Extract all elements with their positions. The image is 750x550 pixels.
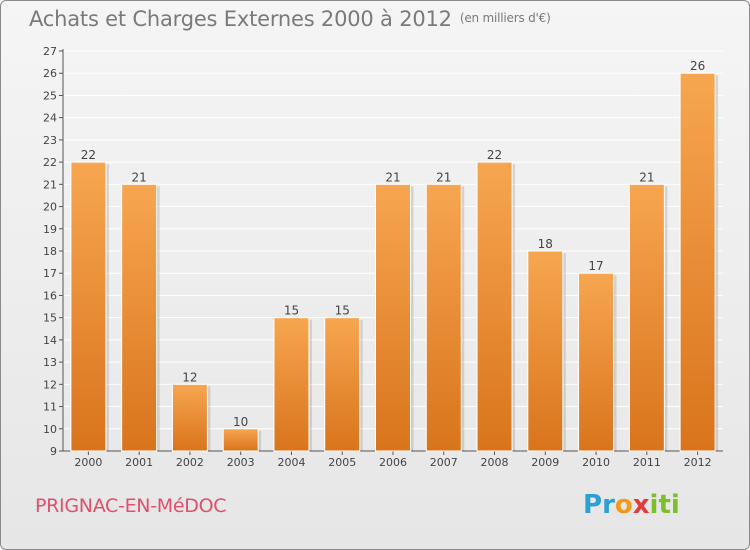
x-tick-label: 2011 <box>633 456 661 469</box>
data-label: 26 <box>690 59 705 73</box>
y-tick-label: 15 <box>43 312 57 325</box>
y-tick-label: 20 <box>43 201 57 214</box>
data-label: 22 <box>81 148 96 162</box>
bar-2000 <box>70 161 107 452</box>
logo-letter: P <box>583 490 603 520</box>
logo-letter: t <box>658 490 671 520</box>
bar-2011 <box>628 183 665 452</box>
x-tick-labels: 2000 2001 2002 2003 2004 2005 2006 2007 2008 2009… <box>74 456 711 469</box>
logo-letter: r <box>602 490 615 520</box>
x-tick-label: 2006 <box>379 456 407 469</box>
proxiti-logo: Proxiti <box>583 490 680 520</box>
y-tick-label: 26 <box>43 67 57 80</box>
logo-letter: i <box>670 490 680 520</box>
x-tick-label: 2012 <box>684 456 712 469</box>
x-tick-label: 2004 <box>277 456 305 469</box>
x-tick-label: 2001 <box>125 456 153 469</box>
x-tick-label: 2008 <box>481 456 509 469</box>
bar-2005 <box>324 317 361 452</box>
chart-unit-note: (en milliers d'€) <box>459 11 551 25</box>
commune-name: PRIGNAC-EN-MéDOC <box>35 495 227 517</box>
bar-2001 <box>121 183 158 452</box>
x-tick-label: 2002 <box>176 456 204 469</box>
y-tick-label: 16 <box>43 289 57 302</box>
bar-2006 <box>375 183 411 452</box>
x-tick-label: 2007 <box>430 456 458 469</box>
chart-title: Achats et Charges Externes 2000 à 2012 (e… <box>29 7 551 31</box>
x-tick-label: 2000 <box>74 456 102 469</box>
logo-letter: x <box>632 490 650 520</box>
y-tick-label: 24 <box>43 112 57 125</box>
y-tick-labels: 9 10 11 12 13 14 15 16 17 18 19 20 21 22 23 24 25 26 27 <box>43 45 57 458</box>
logo-letter: i <box>649 490 659 520</box>
y-tick-label: 14 <box>43 334 57 347</box>
data-label: 18 <box>538 237 553 251</box>
y-tick-label: 27 <box>43 45 57 58</box>
data-label: 21 <box>385 170 400 184</box>
x-tick-label: 2005 <box>328 456 356 469</box>
bar-2004 <box>273 317 310 452</box>
chart-title-text: Achats et Charges Externes 2000 à 2012 <box>29 7 452 31</box>
y-tick-label: 13 <box>43 356 57 369</box>
y-tick-label: 18 <box>43 245 57 258</box>
y-tick-label: 12 <box>43 378 57 391</box>
y-tick-label: 22 <box>43 156 57 169</box>
bar-2003 <box>222 428 259 452</box>
y-tick-label: 23 <box>43 134 57 147</box>
bar-2009 <box>527 250 564 452</box>
y-tick-label: 11 <box>43 401 57 414</box>
y-tick-label: 9 <box>50 445 57 458</box>
y-tick-label: 21 <box>43 178 57 191</box>
data-label: 21 <box>132 170 147 184</box>
y-tick-label: 10 <box>43 423 57 436</box>
x-tick-label: 2003 <box>227 456 255 469</box>
data-label: 15 <box>284 304 299 318</box>
bar-2007 <box>425 183 462 452</box>
data-label: 15 <box>335 304 350 318</box>
data-label: 22 <box>487 148 502 162</box>
y-tick-label: 19 <box>43 223 57 236</box>
data-label: 21 <box>436 170 451 184</box>
data-label: 12 <box>182 370 197 384</box>
data-label: 17 <box>588 259 603 273</box>
bar-2012 <box>679 72 716 452</box>
y-tick-label: 25 <box>43 89 57 102</box>
bar-2002 <box>171 383 208 452</box>
x-tick-label: 2009 <box>531 456 559 469</box>
bar-2008 <box>476 161 513 452</box>
data-label: 21 <box>639 170 654 184</box>
logo-letter: o <box>614 490 633 520</box>
data-labels: 22 21 12 10 15 15 21 21 22 18 17 21 26 <box>81 59 706 429</box>
bars <box>70 72 719 452</box>
data-label: 10 <box>233 415 248 429</box>
x-tick-label: 2010 <box>582 456 610 469</box>
bar-2010 <box>578 272 615 452</box>
y-tick-label: 17 <box>43 267 57 280</box>
